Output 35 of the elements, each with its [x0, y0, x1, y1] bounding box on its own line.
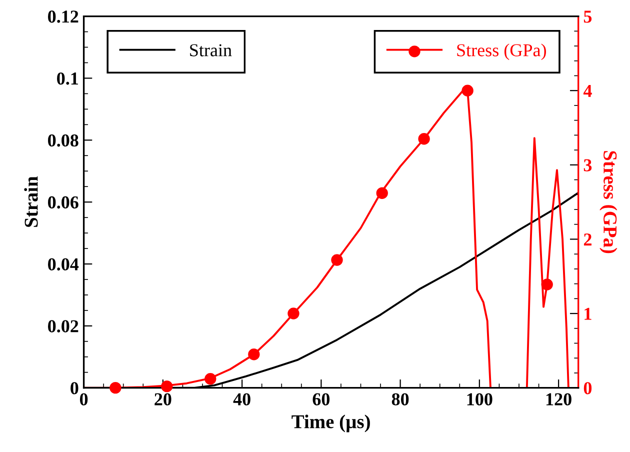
y-tick-label: 0.1: [57, 72, 78, 85]
point: [541, 278, 553, 290]
y2-tick-label: 4: [583, 84, 592, 97]
y-tick-label: 0.04: [48, 258, 79, 270]
x-axis-title: Time (µs): [292, 414, 370, 432]
x-tick-label: 0: [80, 393, 88, 406]
y2-tick-label: 0: [584, 382, 592, 394]
y-tick-label: 0.06: [48, 196, 78, 209]
legend-label: Stress (GPa): [457, 44, 546, 60]
legend-label: Strain: [190, 44, 232, 56]
x-tick-label: 100: [467, 393, 492, 406]
point: [161, 380, 173, 392]
y-tick-label: 0: [70, 382, 78, 394]
x-tick-label: 80: [392, 393, 409, 406]
x-tick-label: 60: [312, 393, 330, 406]
point: [248, 348, 260, 360]
point: [288, 308, 300, 320]
point: [110, 382, 122, 394]
y2-tick-label: 3: [584, 159, 592, 172]
x-tick-label: 20: [154, 393, 172, 406]
y-tick-label: 0.02: [48, 320, 78, 332]
y2-tick-label: 2: [584, 234, 592, 246]
y-axis-title: Strain: [24, 176, 38, 227]
point: [376, 187, 388, 199]
point: [204, 373, 216, 385]
x-tick-label: 40: [233, 393, 250, 406]
y2-tick-label: 5: [584, 10, 592, 23]
y2-tick-label: 1: [584, 308, 592, 320]
y-tick-label: 0.12: [48, 10, 78, 23]
x-tick-label: 120: [546, 393, 572, 406]
point: [418, 133, 430, 145]
point: [462, 84, 474, 96]
point: [331, 254, 343, 266]
y-tick-label: 0.08: [48, 134, 78, 147]
y2-axis-title: Stress (GPa): [600, 151, 618, 254]
